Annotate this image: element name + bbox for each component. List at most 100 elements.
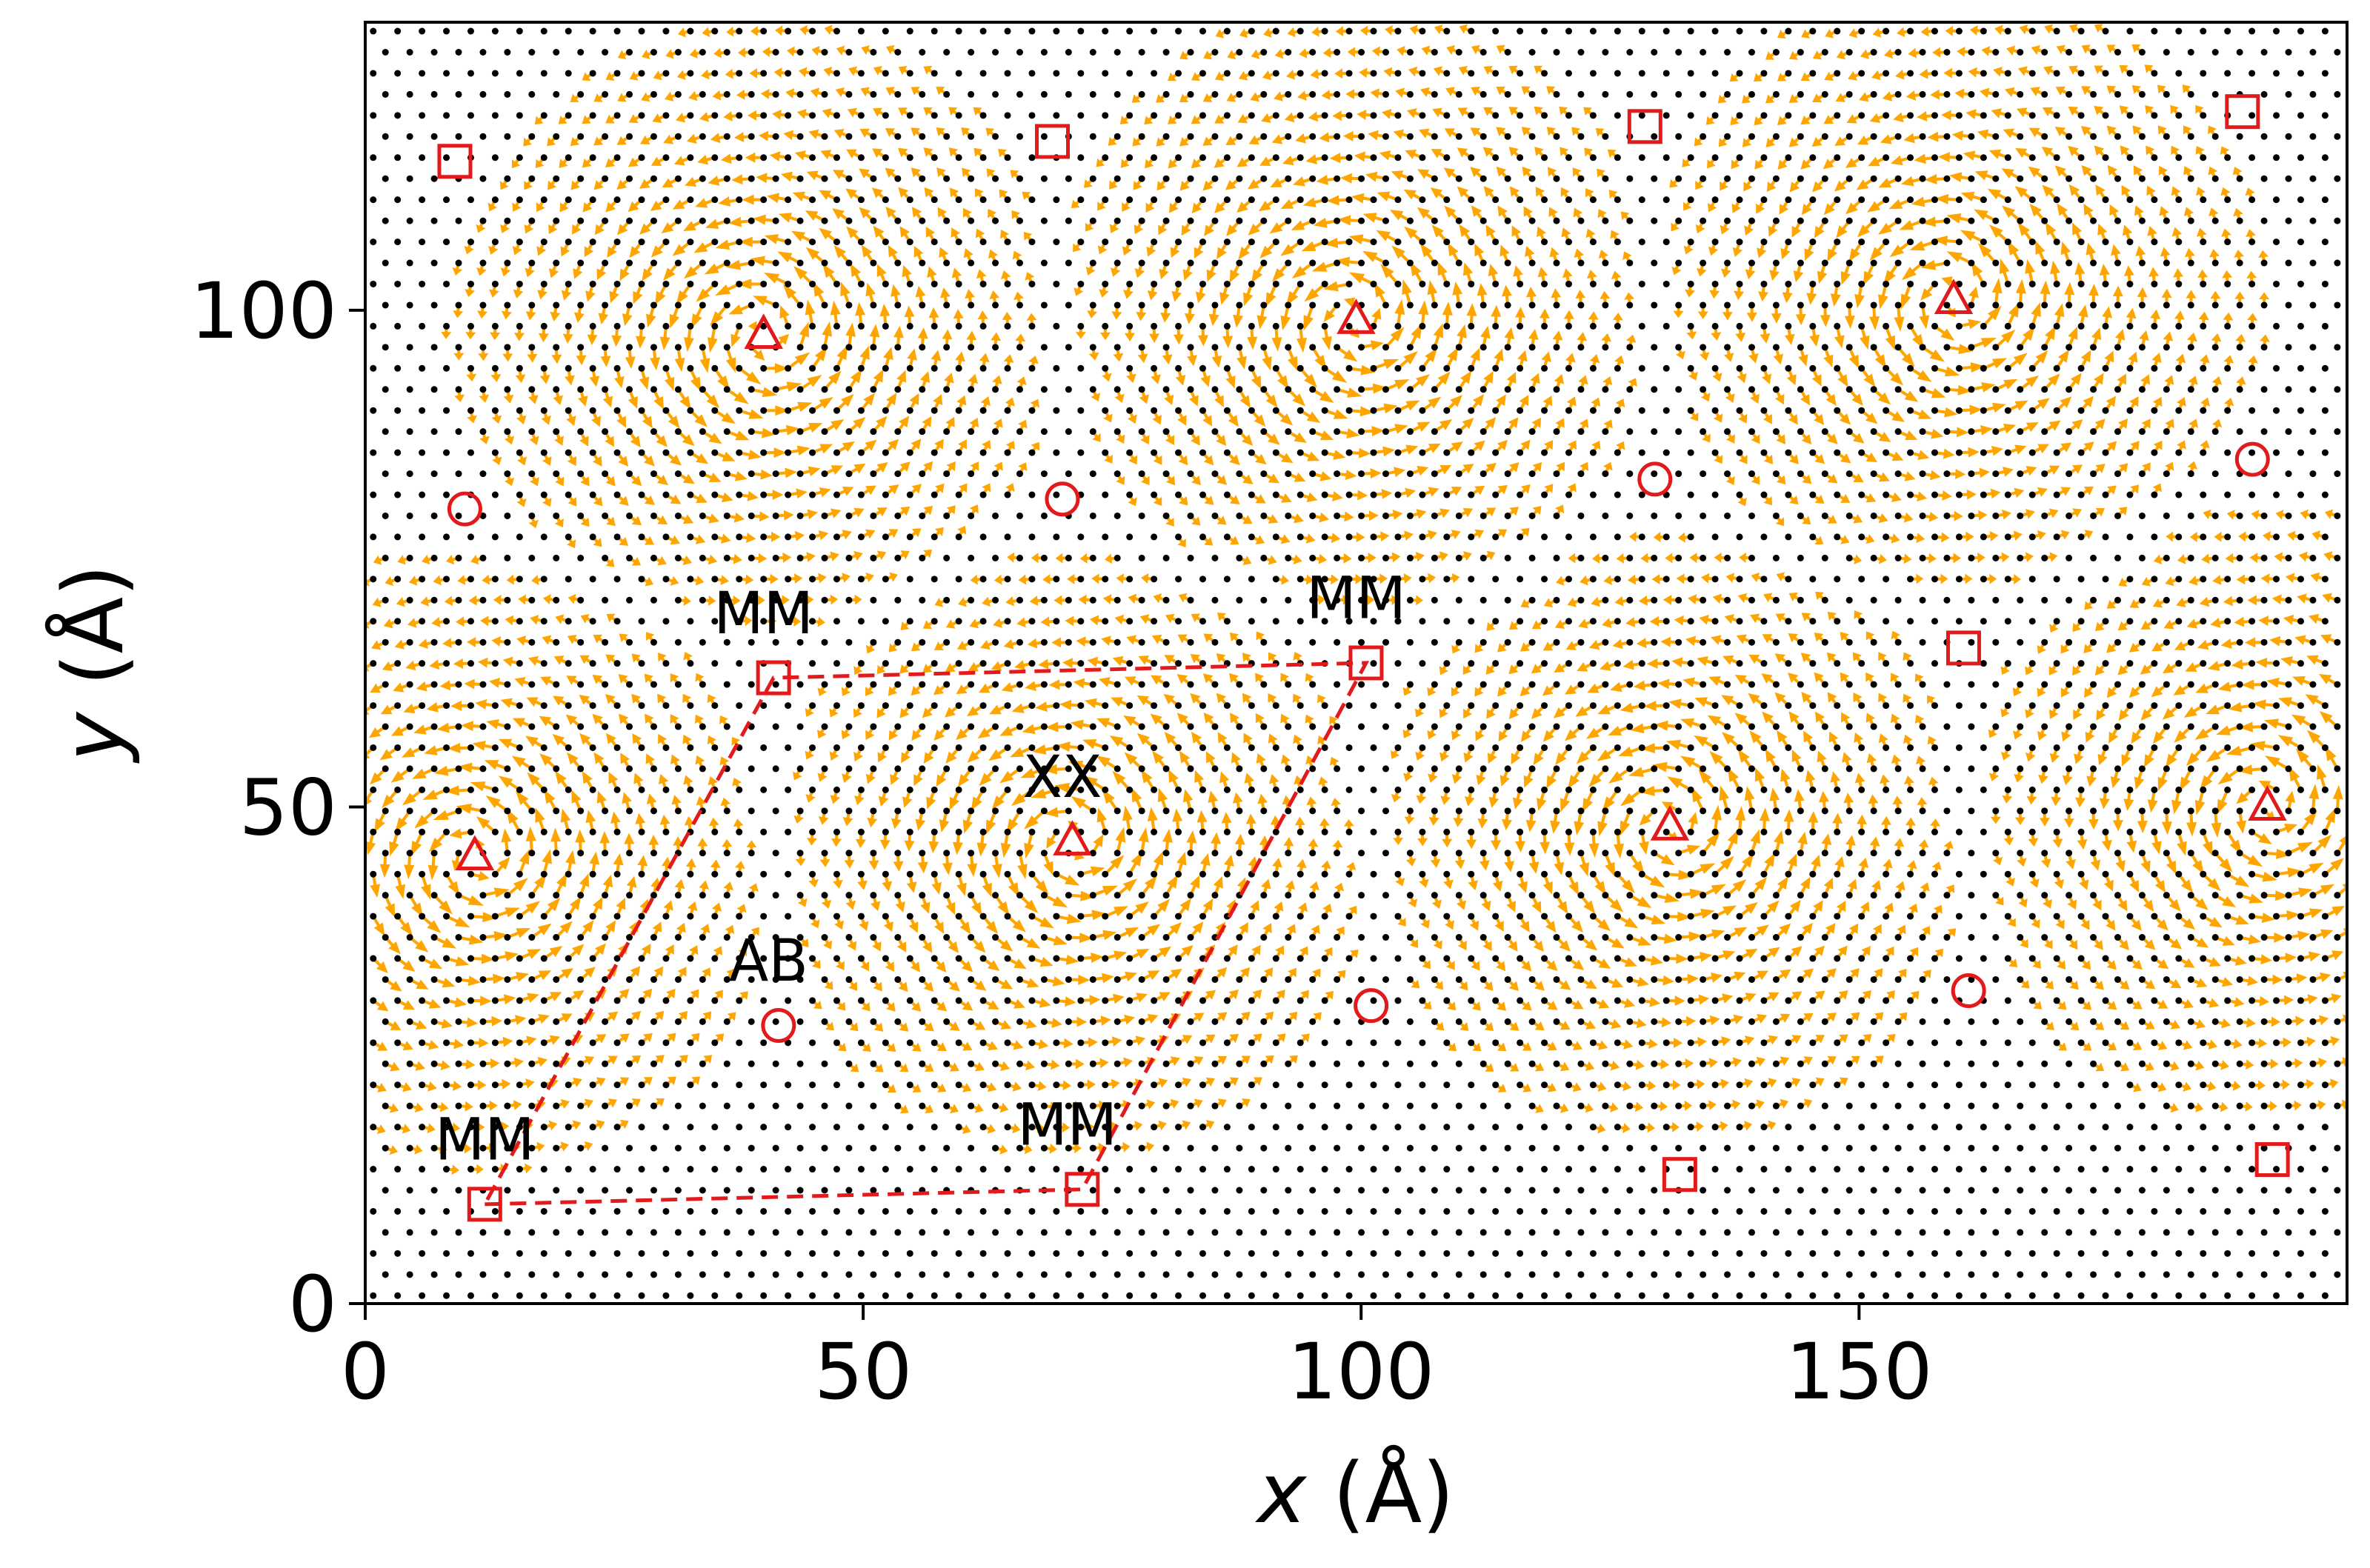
arrow-head: [527, 992, 539, 1003]
arrow-head: [1839, 1034, 1848, 1044]
arrow-head: [643, 1032, 653, 1043]
arrow-head: [1224, 854, 1234, 867]
arrow-head: [2129, 880, 2140, 893]
arrow-head: [1635, 1059, 1645, 1070]
arrow-head: [377, 1082, 387, 1092]
arrow-head: [665, 944, 674, 955]
arrow-head: [1685, 1058, 1694, 1069]
arrow-head: [1791, 1077, 1801, 1087]
arrow-head: [1422, 960, 1431, 970]
arrow-head: [2120, 1062, 2130, 1072]
arrow-head: [688, 945, 699, 955]
arrow-head: [2067, 899, 2077, 910]
arrow-head: [547, 897, 561, 912]
arrow-head: [2320, 884, 2335, 895]
arrow-head: [2131, 959, 2143, 970]
arrow-head: [379, 864, 390, 878]
arrow-head: [727, 1012, 736, 1021]
arrow-head: [2246, 1017, 2256, 1028]
arrow-head: [1301, 1033, 1310, 1043]
arrow-head: [1700, 952, 1713, 962]
arrow-head: [537, 1056, 548, 1067]
arrow-head: [482, 912, 498, 923]
arrow-head: [1483, 981, 1494, 991]
arrow-head: [481, 953, 495, 964]
arrow-head: [427, 1039, 439, 1050]
arrow-head: [454, 997, 467, 1008]
arrow-head: [624, 833, 635, 844]
arrow-head: [1732, 879, 1747, 893]
arrow-head: [1622, 1081, 1632, 1092]
arrow-head: [442, 938, 457, 949]
arrow-head: [936, 961, 947, 973]
arrow-head: [1509, 1021, 1519, 1031]
arrow-head: [613, 853, 624, 866]
arrow-head: [2082, 1001, 2092, 1010]
arrow-head: [2320, 972, 2331, 983]
arrow-head: [988, 1000, 999, 1010]
arrow-head: [2119, 939, 2129, 950]
arrow-head: [451, 1164, 459, 1175]
arrow-head: [1598, 998, 1610, 1009]
arrow-head: [1522, 1083, 1532, 1092]
arrow-head: [1253, 1033, 1262, 1043]
arrow-head: [513, 1057, 525, 1068]
arrow-head: [1433, 940, 1442, 950]
arrow-head: [2234, 875, 2250, 887]
arrow-head: [678, 1010, 688, 1021]
arrow-head: [1884, 902, 1894, 913]
arrow-head: [1263, 967, 1274, 978]
arrow-head: [1216, 967, 1228, 978]
arrow-head: [525, 826, 536, 841]
arrow-head: [538, 970, 552, 981]
arrow-head: [2033, 1001, 2043, 1010]
arrow-head: [654, 1010, 665, 1021]
arrow-head: [1611, 1018, 1622, 1030]
arrow-head: [467, 895, 485, 906]
arrow-head: [1733, 1014, 1744, 1025]
arrow-head: [1559, 940, 1571, 952]
arrow-head: [1147, 970, 1160, 981]
arrow-head: [1673, 1037, 1683, 1048]
arrow-head: [1419, 878, 1429, 888]
arrow-head: [550, 827, 562, 842]
arrow-head: [561, 968, 574, 979]
arrow-head: [1649, 996, 1661, 1007]
arrow-head: [390, 981, 402, 992]
arrow-head: [948, 941, 959, 953]
arrow-head: [579, 873, 590, 887]
arrow-head: [404, 864, 415, 880]
arrow-head: [1138, 827, 1149, 843]
arrow-head: [739, 991, 748, 1001]
arrow-head: [1102, 885, 1118, 896]
arrow-head: [1906, 860, 1917, 870]
arrow-head: [1560, 1061, 1570, 1072]
arrow-head: [837, 1042, 847, 1052]
arrow-head: [2282, 1079, 2291, 1090]
arrow-head: [1159, 946, 1171, 958]
arrow-head: [2143, 899, 2154, 912]
arrow-head: [987, 1124, 996, 1134]
arrow-head: [1169, 922, 1182, 935]
arrow-head: [2262, 871, 2277, 882]
arrow-head: [1837, 945, 1848, 956]
arrow-head: [1756, 1056, 1766, 1067]
arrow-head: [1700, 908, 1715, 919]
arrow-head: [933, 921, 945, 934]
arrow-head: [1534, 981, 1545, 991]
arrow-head: [1158, 1120, 1167, 1131]
arrow-head: [1720, 1121, 1728, 1132]
arrow-head: [1780, 1098, 1789, 1109]
arrow-head: [376, 961, 388, 973]
arrow-head: [2320, 929, 2334, 939]
arrow-head: [1678, 870, 1694, 881]
arrow-head: [1435, 1021, 1445, 1031]
arrow-head: [2317, 1100, 2326, 1110]
arrow-head: [1253, 1077, 1262, 1086]
arrow-head: [2168, 898, 2181, 912]
arrow-head: [1457, 940, 1467, 951]
arrow-head: [1158, 1078, 1168, 1088]
arrow-head: [1687, 973, 1700, 984]
arrow-head: [575, 829, 586, 843]
arrow-head: [923, 981, 934, 992]
